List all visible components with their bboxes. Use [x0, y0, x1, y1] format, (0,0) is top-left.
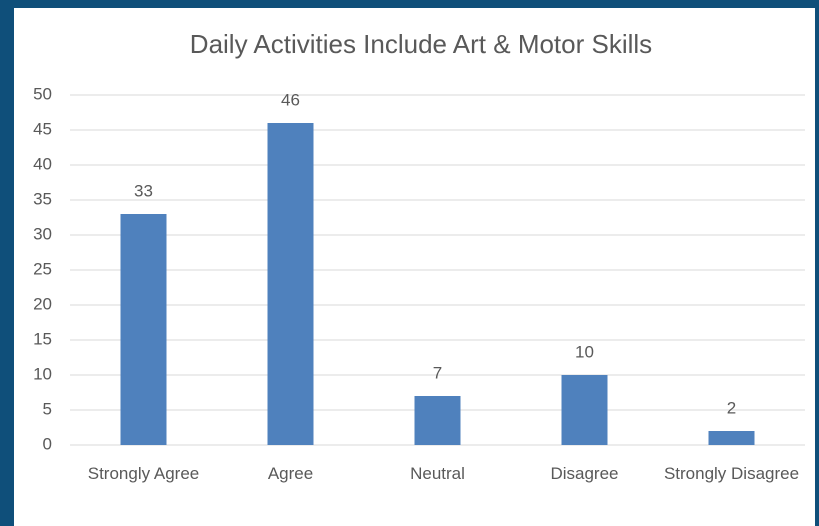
chart-title: Daily Activities Include Art & Motor Ski… [190, 29, 652, 59]
x-tick-label: Agree [267, 464, 314, 483]
y-tick-label: 50 [33, 84, 52, 103]
bar [708, 431, 755, 445]
y-tick-label: 15 [33, 329, 52, 348]
data-label: 7 [433, 363, 442, 382]
bar [120, 214, 167, 445]
data-label: 2 [727, 398, 736, 417]
y-tick-label: 30 [33, 224, 52, 243]
x-tick-label: Neutral [410, 464, 465, 483]
y-tick-label: 0 [43, 434, 52, 453]
y-tick-label: 25 [33, 259, 52, 278]
x-tick-label: Strongly Disagree [663, 464, 800, 483]
bar [561, 375, 608, 445]
y-tick-label: 45 [33, 119, 52, 138]
data-label: 10 [575, 342, 594, 361]
y-tick-label: 5 [43, 399, 52, 418]
data-label: 46 [281, 90, 300, 109]
y-tick-label: 20 [33, 294, 52, 313]
y-tick-label: 35 [33, 189, 52, 208]
data-label: 33 [134, 181, 153, 200]
y-tick-label: 40 [33, 154, 52, 173]
x-tick-label: Strongly Agree [87, 464, 200, 483]
y-tick-label: 10 [33, 364, 52, 383]
bar [414, 396, 461, 445]
x-tick-label: Disagree [550, 464, 619, 483]
bar [267, 123, 314, 445]
